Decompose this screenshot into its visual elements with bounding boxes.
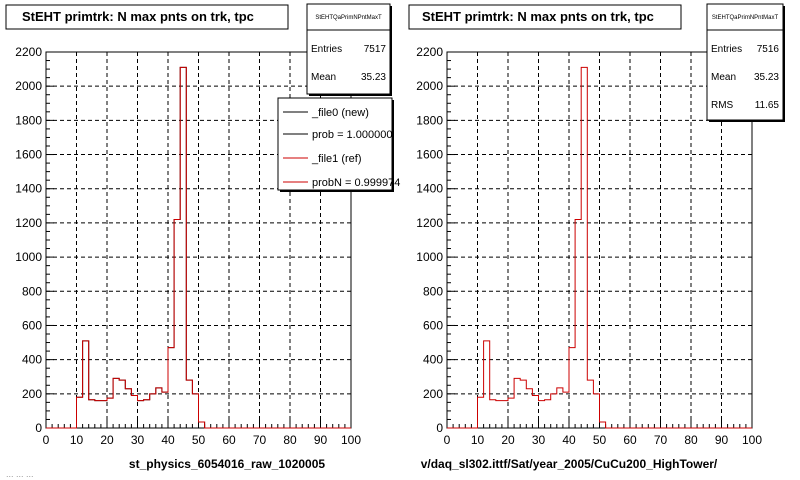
x-tick-label: 0 <box>43 433 50 447</box>
title-box <box>5 4 289 30</box>
y-tick-label: 1000 <box>15 250 42 264</box>
stats-label: Mean <box>311 72 336 83</box>
stats-box <box>306 3 391 95</box>
legend-label: _file1 (ref) <box>311 153 362 165</box>
x-tick-label: 70 <box>654 433 668 447</box>
y-tick-label: 0 <box>436 421 443 435</box>
stats-value: 35.23 <box>754 72 779 83</box>
series-line-2 <box>46 66 351 429</box>
x-tick-label: 90 <box>715 433 729 447</box>
chart-title: StEHT primtrk: N max pnts on trk, tpc <box>422 9 654 24</box>
stats-value: 35.23 <box>361 72 386 83</box>
y-tick-label: 800 <box>22 284 42 298</box>
x-tick-label: 100 <box>742 433 762 447</box>
x-tick-label: 30 <box>532 433 546 447</box>
series-line-1 <box>447 66 752 429</box>
x-tick-label: 40 <box>562 433 576 447</box>
x-tick-label: 60 <box>222 433 236 447</box>
x-axis-label: v/daq_sl302.ittf/Sat/year_2005/CuCu200_H… <box>421 457 718 471</box>
title-box <box>408 4 682 30</box>
chart-title: StEHT primtrk: N max pnts on trk, tpc <box>22 9 254 24</box>
y-tick-label: 400 <box>423 353 443 367</box>
x-tick-label: 100 <box>341 433 361 447</box>
y-tick-label: 2000 <box>15 79 42 93</box>
y-tick-label: 2000 <box>416 79 443 93</box>
y-tick-label: 1000 <box>416 250 443 264</box>
stats-header: StEHTQaPrimNPntMaxT <box>315 15 382 21</box>
stats-value: 7517 <box>364 44 387 55</box>
y-tick-label: 0 <box>35 421 42 435</box>
y-tick-label: 600 <box>423 318 443 332</box>
y-tick-label: 600 <box>22 318 42 332</box>
y-tick-label: 1800 <box>416 113 443 127</box>
x-tick-label: 40 <box>161 433 175 447</box>
x-tick-label: 80 <box>684 433 698 447</box>
y-tick-label: 2200 <box>15 45 42 59</box>
x-axis-label: st_physics_6054016_raw_1020005 <box>129 457 325 471</box>
y-tick-label: 2200 <box>416 45 443 59</box>
x-tick-label: 50 <box>192 433 206 447</box>
y-tick-label: 200 <box>423 387 443 401</box>
y-tick-label: 1400 <box>416 182 443 196</box>
x-tick-label: 10 <box>70 433 84 447</box>
y-tick-label: 1200 <box>416 216 443 230</box>
x-tick-label: 20 <box>501 433 515 447</box>
x-tick-label: 70 <box>253 433 267 447</box>
x-tick-label: 60 <box>623 433 637 447</box>
y-tick-label: 400 <box>22 353 42 367</box>
legend-box <box>277 97 393 191</box>
stats-box <box>706 3 784 121</box>
legend-label: _file0 (new) <box>311 107 369 119</box>
x-tick-label: 50 <box>593 433 607 447</box>
stats-label: RMS <box>711 100 734 111</box>
y-tick-label: 200 <box>22 387 42 401</box>
stats-label: Entries <box>711 44 742 55</box>
x-tick-label: 30 <box>131 433 145 447</box>
x-tick-label: 90 <box>314 433 328 447</box>
y-tick-label: 1200 <box>15 216 42 230</box>
y-tick-label: 1800 <box>15 113 42 127</box>
chart-panel-2: StEHT primtrk: N max pnts on trk, tpc 0 10… <box>408 3 785 471</box>
footer-text: ... ... ... <box>6 469 34 479</box>
chart-panel-1: StEHT primtrk: N max pnts on trk, tpc 0 10… <box>5 3 400 471</box>
legend-label: prob = 1.000000 <box>312 129 392 141</box>
y-tick-label: 1600 <box>15 148 42 162</box>
legend-label: probN = 0.999974 <box>312 177 400 189</box>
x-tick-label: 0 <box>444 433 451 447</box>
stats-value: 7516 <box>757 44 780 55</box>
y-tick-label: 1400 <box>15 182 42 196</box>
stats-label: Entries <box>311 44 342 55</box>
stats-value: 11.65 <box>755 100 780 111</box>
stats-header: StEHTQaPrimNPntMaxT <box>712 15 779 21</box>
y-tick-label: 800 <box>423 284 443 298</box>
x-tick-label: 80 <box>283 433 297 447</box>
y-tick-label: 1600 <box>416 148 443 162</box>
x-tick-label: 20 <box>100 433 114 447</box>
stats-label: Mean <box>711 72 736 83</box>
x-tick-label: 10 <box>471 433 485 447</box>
